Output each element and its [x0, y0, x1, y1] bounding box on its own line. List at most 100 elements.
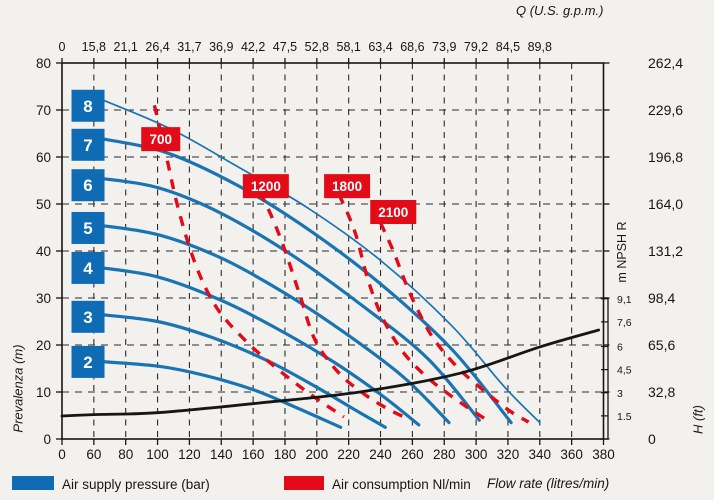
pressure-label-6: 6: [83, 176, 92, 195]
y-tick-label: 50: [36, 197, 51, 212]
pressure-label-box-6: [71, 169, 105, 202]
x-tick-label: 220: [337, 447, 360, 462]
gpm-tick-label: 73,9: [432, 40, 456, 54]
ft-axis-title: H (ft): [690, 405, 706, 434]
ft-tick-label: 196,8: [648, 149, 683, 165]
gpm-tick-label: 63,4: [368, 40, 392, 54]
pressure-label-5: 5: [83, 219, 92, 238]
gpm-tick-label: 68,6: [400, 40, 424, 54]
air-label-box-2100: [370, 199, 417, 224]
ft-tick-label: 0: [648, 431, 656, 447]
legend-label-air-pressure: Air supply pressure (bar): [62, 477, 210, 492]
pressure-label-7: 7: [83, 136, 92, 155]
npsh-tick-label: 7,6: [617, 317, 632, 329]
curve-pressure-7: [97, 136, 513, 425]
air-label-box-1800: [324, 174, 371, 199]
gpm-tick-label: 79,2: [464, 40, 488, 54]
pressure-label-box-4: [71, 251, 105, 284]
npsh-required-curve: [60, 328, 601, 418]
ft-tick-label: 65,6: [648, 337, 675, 353]
pressure-label-2: 2: [83, 353, 92, 372]
pressure-label-box-5: [71, 211, 105, 244]
curve-air-700: [152, 104, 345, 419]
npsh-tick-label: 1.5: [617, 411, 632, 423]
gpm-tick-label: 15,8: [82, 40, 106, 54]
ft-tick-label: 32,8: [648, 384, 675, 400]
x-tick-label: 60: [86, 447, 101, 462]
legend-label-air-consumption: Air consumption Nl/min: [332, 477, 471, 492]
gpm-tick-label: 0: [59, 40, 66, 54]
pressure-label-box-7: [71, 128, 105, 161]
pressure-label-4: 4: [83, 259, 93, 278]
y-tick-label: 70: [36, 103, 51, 118]
x-tick-label: 200: [306, 447, 329, 462]
npsh-tick-label: 6: [617, 342, 623, 354]
pressure-label-8: 8: [83, 97, 92, 116]
gpm-tick-label: 36,9: [209, 40, 233, 54]
curve-pressure-5: [97, 223, 451, 425]
legend-swatch-air-consumption: [284, 476, 324, 490]
air-label-1200: 1200: [251, 179, 281, 194]
npsh-tick-label: 3: [617, 388, 623, 400]
x-tick-label: 320: [497, 447, 520, 462]
x-tick-label: 0: [58, 447, 66, 462]
legend-swatch-air-pressure: [12, 476, 54, 490]
pressure-label-box-2: [71, 345, 105, 378]
ft-tick-label: 98,4: [648, 290, 675, 306]
npsh-tick-label: 9,1: [617, 294, 632, 306]
gpm-tick-label: 26,4: [145, 40, 169, 54]
x-tick-label: 140: [210, 447, 233, 462]
pressure-label-box-8: [71, 89, 105, 122]
curve-air-2100: [378, 222, 530, 424]
x-tick-label: 340: [529, 447, 552, 462]
x-tick-label: 240: [369, 447, 392, 462]
gpm-tick-label: 58,1: [337, 40, 361, 54]
x-tick-label: 300: [465, 447, 488, 462]
y-tick-label: 20: [36, 338, 51, 353]
curve-air-1200: [248, 174, 407, 420]
y-tick-label: 0: [43, 432, 51, 447]
y-tick-label: 30: [36, 291, 51, 306]
x-tick-label: 80: [118, 447, 133, 462]
x-tick-label: 180: [274, 447, 297, 462]
pressure-label-box-3: [71, 300, 105, 333]
npsh-tick-label: 4,5: [617, 365, 632, 377]
gpm-tick-label: 89,8: [528, 40, 552, 54]
left-axis-title: Prevalenza (m): [10, 344, 26, 433]
gpm-tick-label: 52,8: [305, 40, 329, 54]
x-tick-label: 380: [592, 447, 615, 462]
curve-pressure-4: [97, 265, 421, 427]
x-tick-label: 120: [178, 447, 201, 462]
curve-pressure-6: [97, 176, 481, 422]
y-tick-label: 80: [36, 56, 51, 71]
ft-tick-label: 262,4: [648, 55, 683, 71]
top-axis-title: Q (U.S. g.p.m.): [516, 3, 604, 18]
x-tick-label: 100: [146, 447, 169, 462]
pressure-label-3: 3: [83, 308, 92, 327]
y-tick-label: 60: [36, 150, 51, 165]
ft-tick-label: 131,2: [648, 243, 683, 259]
air-label-box-1200: [242, 174, 289, 199]
gpm-tick-label: 21,1: [114, 40, 138, 54]
gpm-tick-label: 84,5: [496, 40, 520, 54]
x-tick-label: 280: [433, 447, 456, 462]
x-tick-label: 360: [560, 447, 583, 462]
curve-pressure-2: [97, 359, 343, 429]
y-tick-label: 40: [36, 244, 51, 259]
air-label-700: 700: [149, 132, 172, 147]
air-label-1800: 1800: [332, 179, 362, 194]
gpm-tick-label: 31,7: [177, 40, 201, 54]
ft-tick-label: 164,0: [648, 196, 683, 212]
npsh-axis-title: m NPSH R: [615, 221, 629, 283]
air-label-2100: 2100: [378, 205, 408, 220]
bottom-axis-title: Flow rate (litres/min): [487, 476, 610, 491]
y-tick-label: 10: [36, 385, 51, 400]
gpm-tick-label: 47,5: [273, 40, 297, 54]
air-label-box-700: [141, 127, 181, 152]
x-tick-label: 260: [401, 447, 424, 462]
ft-tick-label: 229,6: [648, 102, 683, 118]
x-tick-label: 160: [242, 447, 265, 462]
gpm-tick-label: 42,2: [241, 40, 265, 54]
